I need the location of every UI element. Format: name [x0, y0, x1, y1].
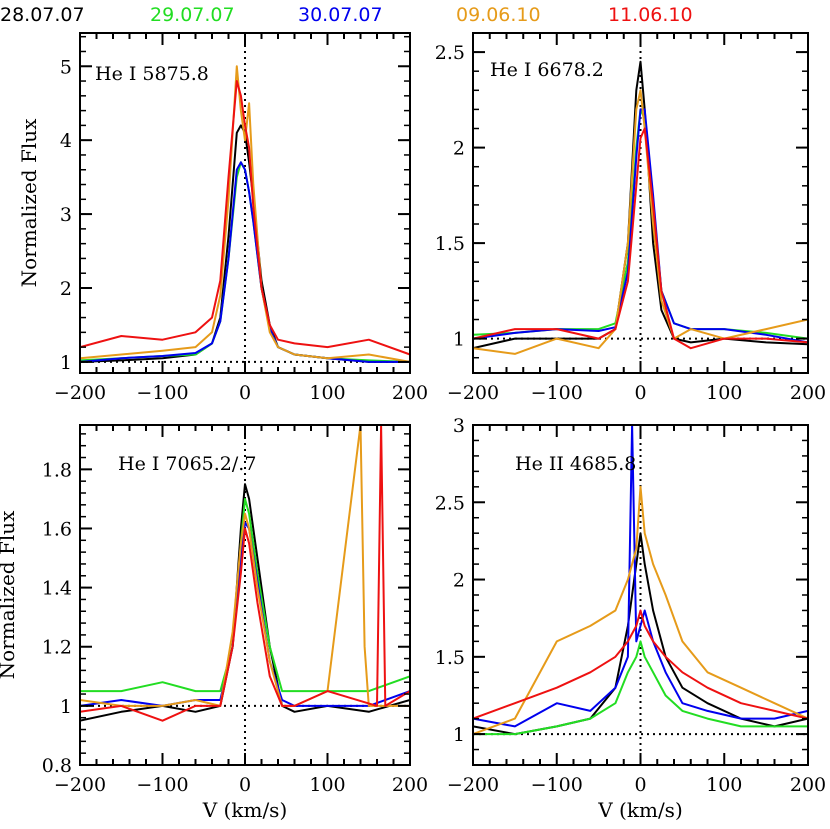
panel-label: He I 7065.2/.7: [118, 453, 256, 475]
y-axis-title: Normalized Flux: [0, 510, 19, 679]
series-line-09.06.10: [473, 485, 808, 736]
y-tick-label: 4: [60, 130, 72, 152]
series-line-28.07.07: [80, 483, 410, 722]
series-line-30.07.07: [473, 425, 808, 728]
y-tick-label: 1.6: [42, 518, 72, 540]
y-tick-label: 3: [453, 415, 465, 437]
panel-label: He II 4685.8: [515, 453, 636, 475]
y-axis-title: Normalized Flux: [17, 118, 41, 287]
x-tick-label: 100: [309, 382, 345, 404]
x-tick-label: 0: [239, 774, 251, 796]
y-tick-label: 3: [60, 204, 72, 226]
y-tick-label: 2: [60, 278, 72, 300]
x-tick-label: −200: [54, 774, 106, 796]
x-tick-label: 0: [634, 382, 646, 404]
legend-entry-28.07.07: 28.07.07: [0, 4, 85, 26]
x-axis-title: V (km/s): [597, 798, 683, 822]
y-tick-label: 2.5: [435, 42, 465, 64]
legend-entry-30.07.07: 30.07.07: [298, 4, 383, 26]
y-tick-label: 5: [60, 56, 72, 78]
legend: 28.07.07 29.07.07 30.07.07 09.06.10 11.06.10: [0, 4, 693, 26]
series-group: [473, 60, 808, 355]
x-tick-label: −200: [54, 382, 106, 404]
x-tick-label: 200: [790, 774, 826, 796]
x-tick-label: 0: [634, 774, 646, 796]
y-tick-label: 1.5: [435, 233, 465, 255]
series-line-29.07.07: [80, 497, 410, 693]
x-tick-label: 100: [309, 774, 345, 796]
series-line-09.06.10: [80, 425, 410, 707]
panel-4: −200 −100 0 100 200 1 1.5 2 2.5 3 He II 4685.8 V (k…: [435, 415, 826, 822]
legend-entry-09.06.10: 09.06.10: [456, 4, 541, 26]
y-tick-label: 1: [60, 696, 72, 718]
x-tick-label: −100: [136, 382, 188, 404]
x-tick-label: 200: [790, 382, 826, 404]
y-tick-label: 2: [453, 570, 465, 592]
y-tick-label: 1: [60, 352, 72, 374]
panel-label: He I 6678.2: [490, 59, 604, 81]
series-line-11.06.10: [473, 609, 808, 720]
x-tick-label: 200: [392, 382, 428, 404]
x-tick-label: −200: [447, 774, 499, 796]
y-tick-label: 2.5: [435, 492, 465, 514]
series-line-11.06.10: [80, 80, 410, 356]
x-tick-label: −200: [447, 382, 499, 404]
series-line-28.07.07: [473, 60, 808, 350]
series-group: [473, 425, 808, 736]
x-tick-label: −100: [136, 774, 188, 796]
series-line-11.06.10: [80, 425, 410, 722]
series-group: [80, 425, 410, 722]
x-axis-title: V (km/s): [202, 798, 288, 822]
y-tick-label: 0.8: [42, 755, 72, 777]
y-tick-label: 1: [453, 329, 465, 351]
y-tick-label: 1: [453, 724, 465, 746]
x-tick-label: 100: [706, 382, 742, 404]
series-line-11.06.10: [473, 127, 808, 350]
y-tick-label: 2: [453, 138, 465, 160]
y-tick-label: 1.4: [42, 578, 72, 600]
x-tick-label: −100: [531, 382, 583, 404]
panel-label: He I 5875.8: [95, 63, 209, 85]
legend-entry-11.06.10: 11.06.10: [608, 4, 693, 26]
y-tick-label: 1.2: [42, 637, 72, 659]
x-tick-label: 200: [392, 774, 428, 796]
series-group: [80, 65, 410, 363]
x-tick-label: 100: [706, 774, 742, 796]
legend-entry-29.07.07: 29.07.07: [150, 4, 235, 26]
series-line-29.07.07: [473, 640, 808, 736]
x-tick-label: 0: [239, 382, 251, 404]
panel-2: −200 −100 0 100 200 1 1.5 2 2.5 He I 6678.2: [435, 32, 826, 404]
x-tick-label: −100: [531, 774, 583, 796]
series-line-09.06.10: [473, 89, 808, 355]
panel-1: −200 −100 0 100 200 1 2 3 4 5 He I 5875.8 Normalize…: [17, 32, 428, 404]
y-tick-label: 1.8: [42, 459, 72, 481]
panel-3: −200 −100 0 100 200 0.8 1 1.2 1.4 1.6 1.8 He I 7065…: [0, 424, 428, 822]
y-tick-label: 1.5: [435, 647, 465, 669]
series-line-09.06.10: [80, 65, 410, 363]
